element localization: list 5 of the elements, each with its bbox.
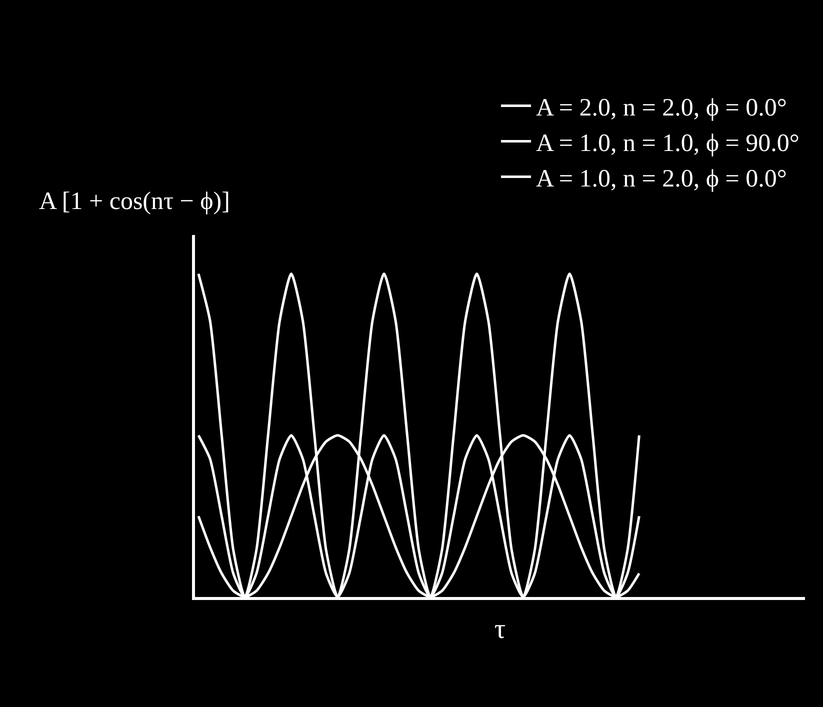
- legend-label: A = 2.0, n = 2.0, ϕ = 0.0°: [536, 94, 787, 122]
- legend-label: A = 1.0, n = 2.0, ϕ = 0.0°: [536, 165, 787, 192]
- legend-label: A = 1.0, n = 1.0, ϕ = 90.0°: [536, 130, 800, 157]
- y-axis-title: A [1 + cos(nτ − ϕ)]: [39, 188, 230, 215]
- x-axis-title: τ: [494, 614, 506, 646]
